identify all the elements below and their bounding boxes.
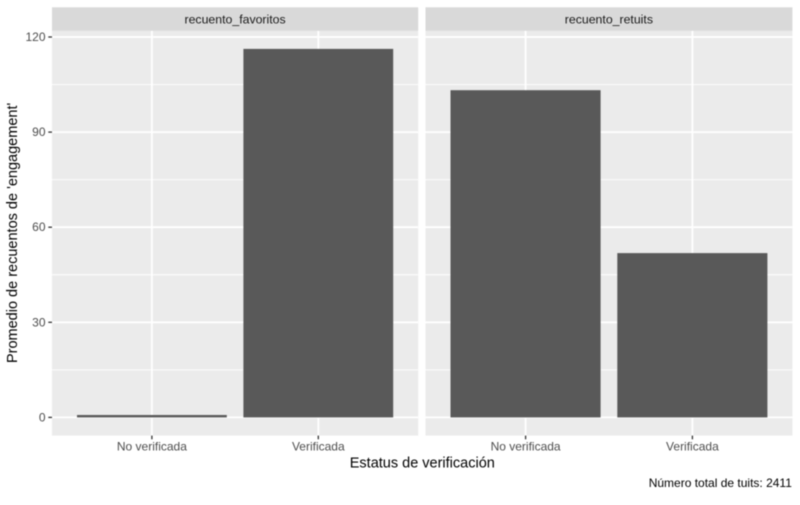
- svg-text:Promedio de recuentos de 'enga: Promedio de recuentos de 'engagement': [5, 103, 21, 363]
- svg-text:Verificada: Verificada: [666, 439, 719, 453]
- svg-text:120: 120: [25, 30, 45, 44]
- svg-text:90: 90: [32, 125, 46, 139]
- svg-text:Verificada: Verificada: [292, 439, 345, 453]
- svg-text:Estatus de verificación: Estatus de verificación: [350, 455, 495, 471]
- svg-text:30: 30: [32, 315, 46, 329]
- svg-text:recuento_favoritos: recuento_favoritos: [185, 13, 286, 27]
- svg-text:recuento_retuits: recuento_retuits: [565, 13, 653, 27]
- svg-text:No verificada: No verificada: [491, 439, 561, 453]
- svg-text:0: 0: [39, 410, 46, 424]
- svg-text:Número total de tuits: 2411: Número total de tuits: 2411: [649, 476, 793, 490]
- svg-text:60: 60: [32, 220, 46, 234]
- svg-text:No verificada: No verificada: [117, 439, 187, 453]
